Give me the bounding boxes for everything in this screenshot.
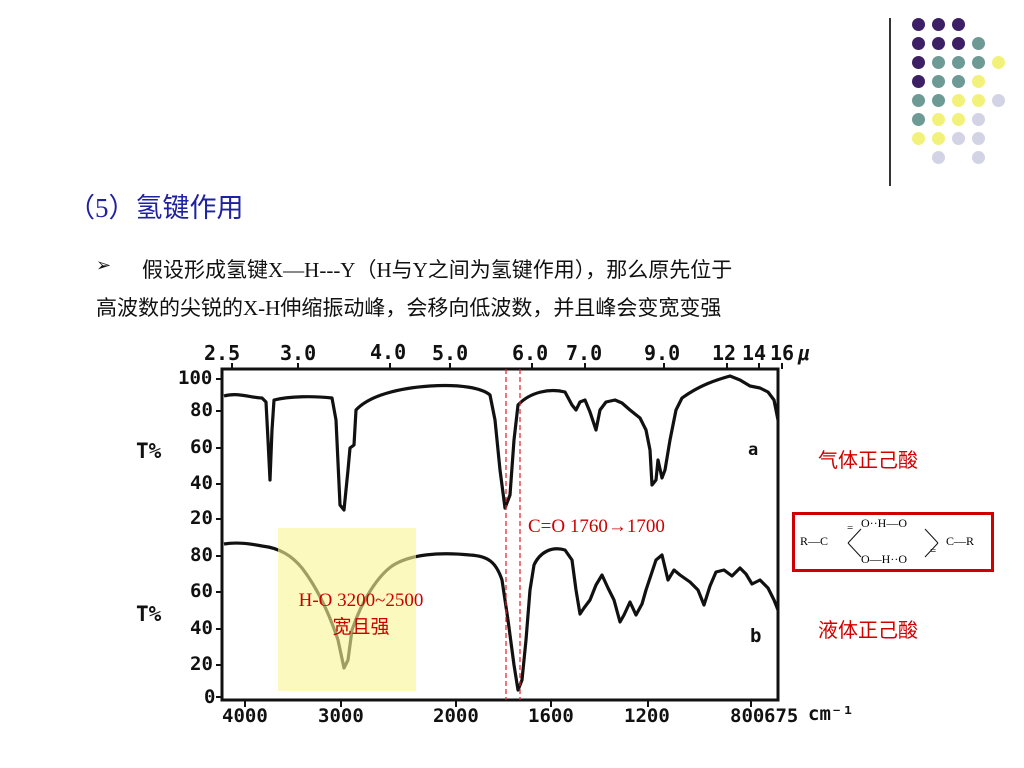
dimer-right-group: C—R [946,534,975,548]
bullet-text-line-2: 高波数的尖锐的X-H伸缩振动峰，会移向低波数，并且峰会变宽变强 [96,296,722,320]
dot [932,75,945,88]
dot [972,151,985,164]
dot [932,37,945,50]
dot [992,94,1005,107]
dot [952,113,965,126]
left-ticks [216,378,222,698]
dimer-left-group: R—C [800,534,829,548]
slide-title: （5）氢键作用 [68,193,244,223]
bullet-text-line-1: 假设形成氢键X—H---Y（H与Y之间为氢键作用），那么原先位于 [142,258,733,282]
dot [932,151,945,164]
dot [952,37,965,50]
dimer-bottom-double-bond: = [930,545,937,557]
dot [952,132,965,145]
dot [972,37,985,50]
dot [932,132,945,145]
dot [932,113,945,126]
dimer-top-row: O··H—O [861,516,907,530]
dot [972,132,985,145]
spectrum-trace-a [223,374,780,512]
dot [952,56,965,69]
oh-band-label-line-2: 宽且强 [332,617,390,638]
dot [952,94,965,107]
carboxylic-acid-dimer-structure: R—C C—R O··H—O O—H··O = = [792,512,994,572]
oh-band-label: H-O 3200~2500 宽且强 [270,590,452,639]
decorative-dot-grid [908,14,1018,164]
dot [912,37,925,50]
dot [972,94,985,107]
dot [912,18,925,31]
dot [912,113,925,126]
co-shift-label: C=O 1760→1700 [528,516,665,537]
bullet-arrow-icon: ➢ [96,255,112,275]
dot [932,94,945,107]
dot [932,56,945,69]
dot [952,75,965,88]
dot [972,75,985,88]
top-ticks [231,363,783,369]
dot [912,56,925,69]
dot [912,75,925,88]
spectrum-frame [220,367,780,702]
dot [972,56,985,69]
gas-hexanoic-acid-label: 气体正己酸 [818,450,918,472]
dot [912,94,925,107]
dot [952,18,965,31]
bottom-ticks [244,700,752,707]
divider-line [889,18,891,186]
oh-band-highlight [278,528,416,691]
dot [932,18,945,31]
oh-band-label-line-1: H-O 3200~2500 [298,590,424,611]
dimer-bonds [847,528,939,558]
dot [912,132,925,145]
dimer-bottom-row: O—H··O [861,552,907,566]
dot [972,113,985,126]
dimer-top-double-bond: = [847,522,854,534]
dot [992,56,1005,69]
liquid-hexanoic-acid-label: 液体正己酸 [818,620,918,642]
